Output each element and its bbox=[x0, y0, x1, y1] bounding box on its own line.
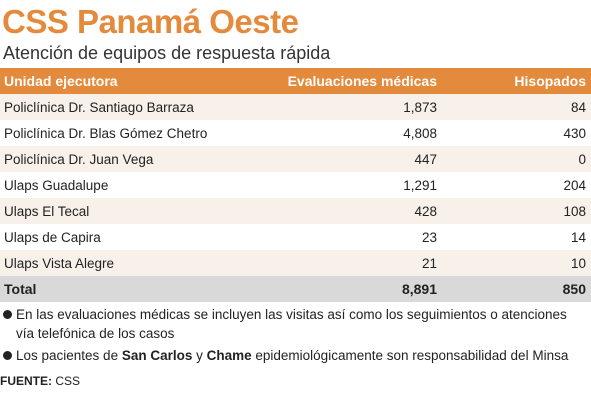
cell-evaluaciones: 23 bbox=[253, 224, 443, 250]
cell-unidad: Policlínica Dr. Blas Gómez Chetro bbox=[0, 120, 253, 146]
table-row: Policlínica Dr. Blas Gómez Chetro 4,808 … bbox=[0, 120, 591, 146]
note-bold-chame: Chame bbox=[206, 348, 252, 363]
column-header-hisopados: Hisopados bbox=[443, 68, 591, 94]
table-row: Ulaps de Capira 23 14 bbox=[0, 224, 591, 250]
total-row: Total 8,891 850 bbox=[0, 276, 591, 302]
cell-unidad: Ulaps Guadalupe bbox=[0, 172, 253, 198]
bullet-icon bbox=[3, 351, 12, 360]
cell-evaluaciones: 4,808 bbox=[253, 120, 443, 146]
cell-evaluaciones: 1,873 bbox=[253, 94, 443, 120]
table-row: Ulaps Guadalupe 1,291 204 bbox=[0, 172, 591, 198]
cell-unidad: Ulaps Vista Alegre bbox=[0, 250, 253, 276]
cell-evaluaciones: 428 bbox=[253, 198, 443, 224]
cell-hisopados: 430 bbox=[443, 120, 591, 146]
note-text-part: y bbox=[192, 348, 207, 363]
column-header-evaluaciones: Evaluaciones médicas bbox=[253, 68, 443, 94]
total-label: Total bbox=[0, 276, 253, 302]
data-table: Unidad ejecutora Evaluaciones médicas Hi… bbox=[0, 68, 591, 302]
cell-evaluaciones: 1,291 bbox=[253, 172, 443, 198]
cell-unidad: Policlínica Dr. Santiago Barraza bbox=[0, 94, 253, 120]
table-row: Ulaps Vista Alegre 21 10 bbox=[0, 250, 591, 276]
table-row: Ulaps El Tecal 428 108 bbox=[0, 198, 591, 224]
cell-hisopados: 84 bbox=[443, 94, 591, 120]
table-row: Policlínica Dr. Santiago Barraza 1,873 8… bbox=[0, 94, 591, 120]
note-bold-san-carlos: San Carlos bbox=[121, 348, 193, 363]
total-hisopados: 850 bbox=[443, 276, 591, 302]
cell-unidad: Policlínica Dr. Juan Vega bbox=[0, 146, 253, 172]
cell-evaluaciones: 447 bbox=[253, 146, 443, 172]
column-header-unidad: Unidad ejecutora bbox=[0, 68, 253, 94]
cell-unidad: Ulaps de Capira bbox=[0, 224, 253, 250]
source-label: FUENTE: bbox=[0, 374, 52, 388]
note-item: Los pacientes de San Carlos y Chame epid… bbox=[2, 346, 587, 365]
cell-unidad: Ulaps El Tecal bbox=[0, 198, 253, 224]
cell-hisopados: 10 bbox=[443, 250, 591, 276]
note-item: En las evaluaciones médicas se incluyen … bbox=[2, 305, 587, 343]
table-row: Policlínica Dr. Juan Vega 447 0 bbox=[0, 146, 591, 172]
notes: En las evaluaciones médicas se incluyen … bbox=[2, 305, 587, 368]
cell-hisopados: 108 bbox=[443, 198, 591, 224]
page-subtitle: Atención de equipos de respuesta rápida bbox=[3, 43, 331, 63]
note-text-part: Los pacientes de bbox=[16, 348, 122, 363]
total-evaluaciones: 8,891 bbox=[253, 276, 443, 302]
cell-hisopados: 0 bbox=[443, 146, 591, 172]
note-text-part: epidemiológicamente son responsabilidad … bbox=[251, 348, 569, 363]
source-value: CSS bbox=[52, 374, 81, 388]
bullet-icon bbox=[3, 310, 12, 319]
cell-evaluaciones: 21 bbox=[253, 250, 443, 276]
page-title: CSS Panamá Oeste bbox=[2, 3, 299, 40]
source-line: FUENTE: CSS bbox=[0, 374, 80, 388]
table-header-row: Unidad ejecutora Evaluaciones médicas Hi… bbox=[0, 68, 591, 94]
note-text: En las evaluaciones médicas se incluyen … bbox=[16, 307, 567, 341]
cell-hisopados: 204 bbox=[443, 172, 591, 198]
cell-hisopados: 14 bbox=[443, 224, 591, 250]
